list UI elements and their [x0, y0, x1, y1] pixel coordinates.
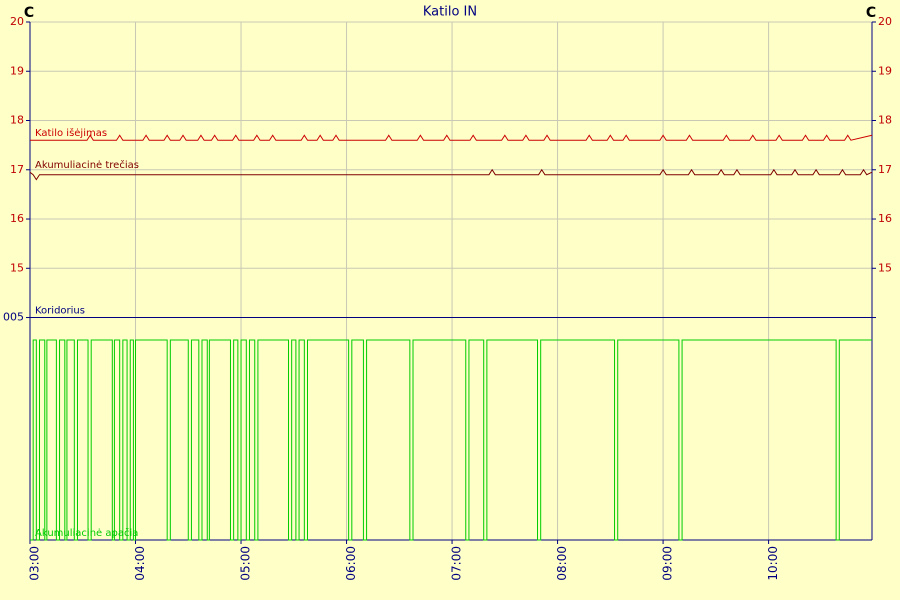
- series-label: Koridorius: [35, 306, 85, 317]
- y-tick-label: 19: [10, 64, 24, 77]
- x-tick-label: 09:00: [661, 546, 675, 581]
- y-axis-label: C: [24, 5, 34, 21]
- y-tick-label: 20: [10, 15, 24, 28]
- y-tick-label-right: 17: [878, 163, 892, 176]
- series-label: Akumuliacinė apačia: [35, 527, 138, 539]
- x-tick-label: 05:00: [239, 546, 253, 581]
- series-label: Katilo išėjimas: [35, 127, 107, 139]
- x-tick-label: 06:00: [344, 546, 358, 581]
- series-line: [30, 339, 872, 541]
- y-tick-label-right: 19: [878, 64, 892, 77]
- x-tick-label: 10:00: [766, 546, 780, 581]
- series-line: [30, 134, 873, 141]
- chart-title: Katilo IN: [423, 5, 477, 20]
- y-tick-label: 17: [10, 163, 24, 176]
- y-tick-label: 16: [10, 212, 24, 225]
- y-tick-label: 15: [10, 261, 24, 274]
- y-tick-label-right: 15: [878, 261, 892, 274]
- y-tick-label-right: 20: [878, 15, 892, 28]
- x-tick-label: 08:00: [555, 546, 569, 581]
- y-tick-label-right: 16: [878, 212, 892, 225]
- x-tick-label: 07:00: [450, 546, 464, 581]
- y-tick-label: 18: [10, 114, 24, 127]
- series-line: [29, 168, 873, 181]
- y-axis-label-right: C: [866, 5, 876, 21]
- y-tick-label: 005: [3, 311, 24, 324]
- series-label: Akumuliacinė trečias: [35, 159, 139, 171]
- x-tick-label: 03:00: [28, 546, 42, 581]
- x-tick-label: 04:00: [133, 546, 147, 581]
- y-tick-label-right: 18: [878, 114, 892, 127]
